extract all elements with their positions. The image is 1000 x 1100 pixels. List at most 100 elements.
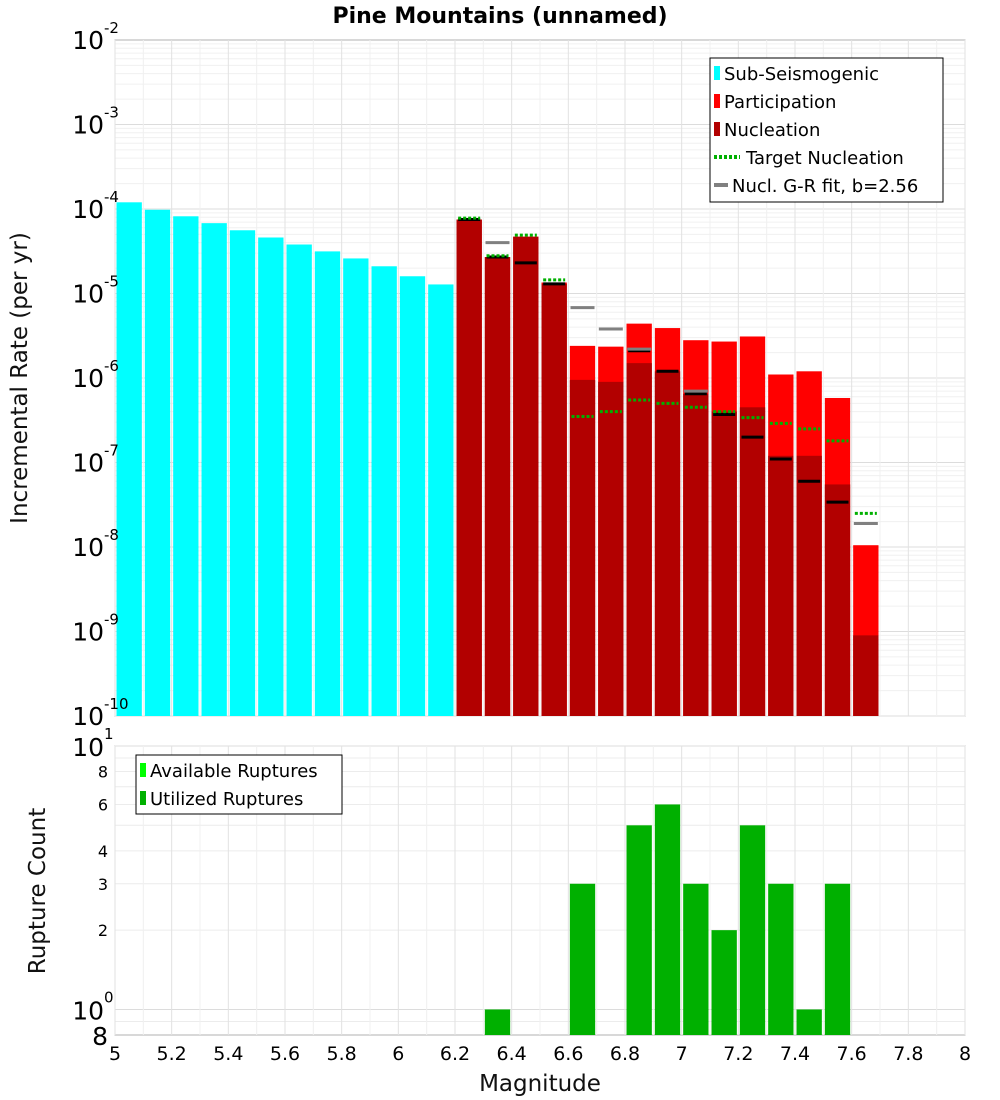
top-y-tick--10: 10 -10 [72, 695, 128, 731]
top-y-tick--9: 10 -9 [72, 611, 119, 647]
bar-nucleation-6.95 [654, 371, 681, 716]
top-y-tick--8: 10 -8 [72, 526, 119, 562]
bar-sub-seismogenic-5.85 [343, 258, 369, 716]
top-y-tick-exponent: -6 [104, 357, 119, 375]
top-y-tick-base: 10 [72, 449, 104, 478]
bar-nucleation-6.85 [626, 363, 652, 716]
bar-nucleation-6.65 [569, 379, 596, 716]
bar-nucleation-7.45 [796, 455, 822, 716]
bar-nucleation-6.75 [598, 381, 624, 716]
top-y-tick-exponent: -2 [104, 19, 119, 37]
top-legend-box [709, 57, 944, 203]
top-y-tick-exponent: -4 [104, 188, 119, 206]
x-tick-6.2: 6.2 [440, 1043, 470, 1065]
top-y-axis-title: Incremental Rate (per yr) [7, 232, 33, 524]
legend-label-sub-seismogenic: Sub-Seismogenic [724, 64, 879, 85]
legend-label-utilized-ruptures: Utilized Ruptures [150, 789, 303, 810]
top-legend: Sub-Seismogenic Participation Nucleation… [709, 57, 944, 203]
top-y-tick--5: 10 -5 [72, 273, 119, 309]
top-y-tick--4: 10 -4 [72, 188, 119, 224]
bar-utilized-ruptures-7.25 [739, 825, 766, 1035]
top-y-tick-exponent: -7 [104, 442, 119, 460]
bar-utilized-ruptures-7.55 [824, 883, 851, 1035]
x-tick-5.8: 5.8 [327, 1043, 357, 1065]
bar-utilized-ruptures-6.65 [569, 883, 596, 1035]
top-y-tick--6: 10 -6 [72, 357, 119, 393]
bottom-legend: Available Ruptures Utilized Ruptures [135, 754, 343, 815]
x-tick-6: 6 [392, 1043, 404, 1065]
bar-utilized-ruptures-6.95 [654, 804, 681, 1035]
legend-label-available-ruptures: Available Ruptures [150, 761, 318, 782]
x-tick-7.2: 7.2 [723, 1043, 753, 1065]
x-tick-6.8: 6.8 [610, 1043, 640, 1065]
top-y-tick-base: 10 [72, 26, 104, 55]
legend-swatch-available-ruptures [140, 763, 146, 777]
bar-sub-seismogenic-6.15 [428, 284, 454, 716]
bar-nucleation-6.35 [484, 257, 511, 716]
bar-sub-seismogenic-5.95 [371, 266, 397, 716]
top-y-tick-base: 10 [72, 364, 104, 393]
x-tick-5.2: 5.2 [157, 1043, 187, 1065]
bar-nucleation-7.55 [824, 484, 851, 716]
bottom-y-tick-5: 6 [98, 795, 108, 814]
chart-title: Pine Mountains (unnamed) [332, 4, 667, 29]
bottom-y-tick-3: 3 [98, 875, 108, 894]
legend-swatch-nucleation [714, 122, 720, 136]
x-tick-6.4: 6.4 [497, 1043, 527, 1065]
top-y-tick-base: 10 [72, 280, 104, 309]
x-axis-title: Magnitude [479, 1071, 601, 1097]
bar-sub-seismogenic-5.75 [314, 251, 341, 716]
x-tick-5.6: 5.6 [270, 1043, 300, 1065]
x-tick-7.8: 7.8 [893, 1043, 923, 1065]
bottom-y-tick-4: 4 [98, 842, 108, 861]
bar-sub-seismogenic-5.05 [116, 202, 142, 716]
bar-sub-seismogenic-5.55 [258, 237, 284, 717]
top-y-tick-exponent: -3 [104, 104, 119, 122]
top-y-tick--3: 10 -3 [72, 104, 119, 140]
top-y-tick-base: 10 [72, 195, 104, 224]
bar-sub-seismogenic-6.05 [399, 276, 426, 716]
bar-utilized-ruptures-7.45 [796, 1009, 822, 1035]
bar-utilized-ruptures-7.35 [768, 883, 794, 1035]
bottom-y-tick-pow-0: 10 0 [72, 988, 113, 1025]
bottom-y-tick-exponent: 1 [104, 725, 114, 743]
top-y-tick--7: 10 -7 [72, 442, 119, 478]
bottom-y-tick-base: 10 [72, 733, 104, 762]
top-y-tick--2: 10 -2 [72, 19, 119, 55]
bar-utilized-ruptures-7.05 [683, 883, 709, 1035]
legend-label-nucleation: Nucleation [724, 120, 820, 141]
bar-nucleation-7.05 [683, 393, 709, 716]
bottom-y-tick-base: 10 [72, 996, 104, 1025]
bottom-gridlines [114, 745, 966, 1035]
bottom-y-tick-2: 2 [98, 921, 108, 940]
legend-label-target-nucleation: Target Nucleation [745, 148, 904, 169]
legend-swatch-sub-seismogenic [714, 66, 720, 80]
bottom-bars [484, 804, 851, 1035]
bottom-y-tick-pow-1: 10 1 [72, 725, 113, 762]
bar-utilized-ruptures-7.15 [711, 930, 737, 1035]
bar-nucleation-7.15 [711, 411, 737, 716]
top-y-tick-exponent: -5 [104, 273, 119, 291]
top-y-tick-exponent: -10 [104, 695, 129, 713]
bar-utilized-ruptures-6.85 [626, 825, 652, 1035]
bar-nucleation-7.35 [768, 455, 794, 716]
top-y-tick-base: 10 [72, 111, 104, 140]
bottom-y-axis-title: Rupture Count [25, 808, 51, 974]
top-y-tick-base: 10 [72, 618, 104, 647]
x-tick-5.4: 5.4 [213, 1043, 243, 1065]
top-y-tick-base: 10 [72, 702, 104, 731]
bottom-y-tick-exponent: 0 [104, 988, 114, 1006]
legend-label-participation: Participation [724, 92, 836, 113]
bar-nucleation-6.55 [541, 283, 567, 716]
bar-utilized-ruptures-6.35 [484, 1009, 511, 1035]
bottom-y-tick-0: 8 [92, 1022, 108, 1051]
legend-swatch-participation [714, 94, 720, 108]
x-tick-6.6: 6.6 [553, 1043, 583, 1065]
bar-nucleation-6.25 [456, 219, 482, 717]
x-tick-5: 5 [109, 1043, 121, 1065]
legend-swatch-utilized-ruptures [140, 791, 146, 805]
x-tick-labels: 5 5.2 5.4 5.6 5.8 6 6.2 6.4 6.6 6.8 7 7.2 7.4 7.6 7.8 8 [109, 1043, 971, 1065]
